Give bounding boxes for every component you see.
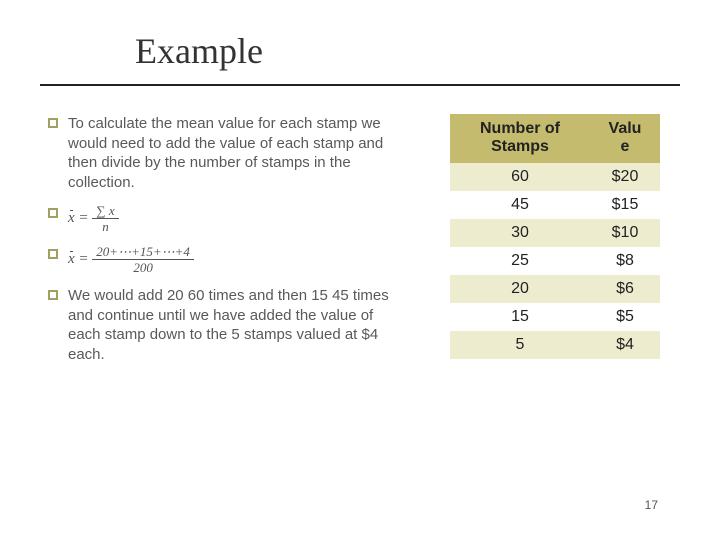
cell-number: 20 — [450, 275, 590, 303]
table-row: 30 $10 — [450, 219, 660, 247]
table-header-value-line1: Valu — [609, 120, 642, 137]
cell-number: 60 — [450, 163, 590, 191]
table-header-value: Valu e — [590, 114, 660, 163]
cell-value: $8 — [590, 247, 660, 275]
cell-number: 25 — [450, 247, 590, 275]
fraction-numerator: ∑ x — [92, 204, 118, 219]
table-header-row: Number of Stamps Valu e — [450, 114, 660, 163]
formula-eq: = — [78, 210, 88, 226]
stamps-table: Number of Stamps Valu e 60 $20 45 $1 — [450, 114, 660, 359]
right-column: Number of Stamps Valu e 60 $20 45 $1 — [450, 114, 660, 359]
table-row: 5 $4 — [450, 331, 660, 359]
table-row: 20 $6 — [450, 275, 660, 303]
cell-value: $10 — [590, 219, 660, 247]
cell-value: $20 — [590, 163, 660, 191]
cell-number: 15 — [450, 303, 590, 331]
page-title: Example — [135, 30, 680, 72]
left-column: To calculate the mean value for each sta… — [48, 114, 408, 376]
cell-value: $4 — [590, 331, 660, 359]
cell-number: 45 — [450, 191, 590, 219]
page-number: 17 — [645, 498, 658, 512]
square-bullet-icon — [48, 208, 58, 218]
formula-eq: = — [78, 251, 88, 267]
formula-mean-definition: x = ∑ x n — [68, 204, 408, 233]
table-header-number: Number of Stamps — [450, 114, 590, 163]
square-bullet-icon — [48, 118, 58, 128]
bullet-item: To calculate the mean value for each sta… — [48, 114, 408, 192]
content-row: To calculate the mean value for each sta… — [48, 114, 680, 376]
fraction-denominator: 200 — [92, 260, 194, 274]
table-row: 45 $15 — [450, 191, 660, 219]
cell-value: $6 — [590, 275, 660, 303]
bullet-item: x = 20+⋯+15+⋯+4 200 — [48, 245, 408, 274]
cell-number: 5 — [450, 331, 590, 359]
fraction: 20+⋯+15+⋯+4 200 — [92, 245, 194, 274]
square-bullet-icon — [48, 290, 58, 300]
slide: Example To calculate the mean value for … — [0, 0, 720, 540]
cell-number: 30 — [450, 219, 590, 247]
cell-value: $5 — [590, 303, 660, 331]
fraction-numerator: 20+⋯+15+⋯+4 — [92, 245, 194, 260]
square-bullet-icon — [48, 249, 58, 259]
formula-mean-expanded: x = 20+⋯+15+⋯+4 200 — [68, 245, 408, 274]
bullet-text: To calculate the mean value for each sta… — [68, 114, 408, 192]
bullet-item: We would add 20 60 times and then 15 45 … — [48, 286, 408, 364]
bullet-item: x = ∑ x n — [48, 204, 408, 233]
table-row: 25 $8 — [450, 247, 660, 275]
table-header-value-line2: e — [621, 138, 630, 155]
bullet-text: We would add 20 60 times and then 15 45 … — [68, 286, 408, 364]
fraction: ∑ x n — [92, 204, 118, 233]
table-row: 60 $20 — [450, 163, 660, 191]
fraction-denominator: n — [92, 219, 118, 233]
title-underline — [40, 84, 680, 86]
cell-value: $15 — [590, 191, 660, 219]
formula-var: x — [68, 210, 75, 226]
formula-var: x — [68, 251, 75, 267]
table-row: 15 $5 — [450, 303, 660, 331]
